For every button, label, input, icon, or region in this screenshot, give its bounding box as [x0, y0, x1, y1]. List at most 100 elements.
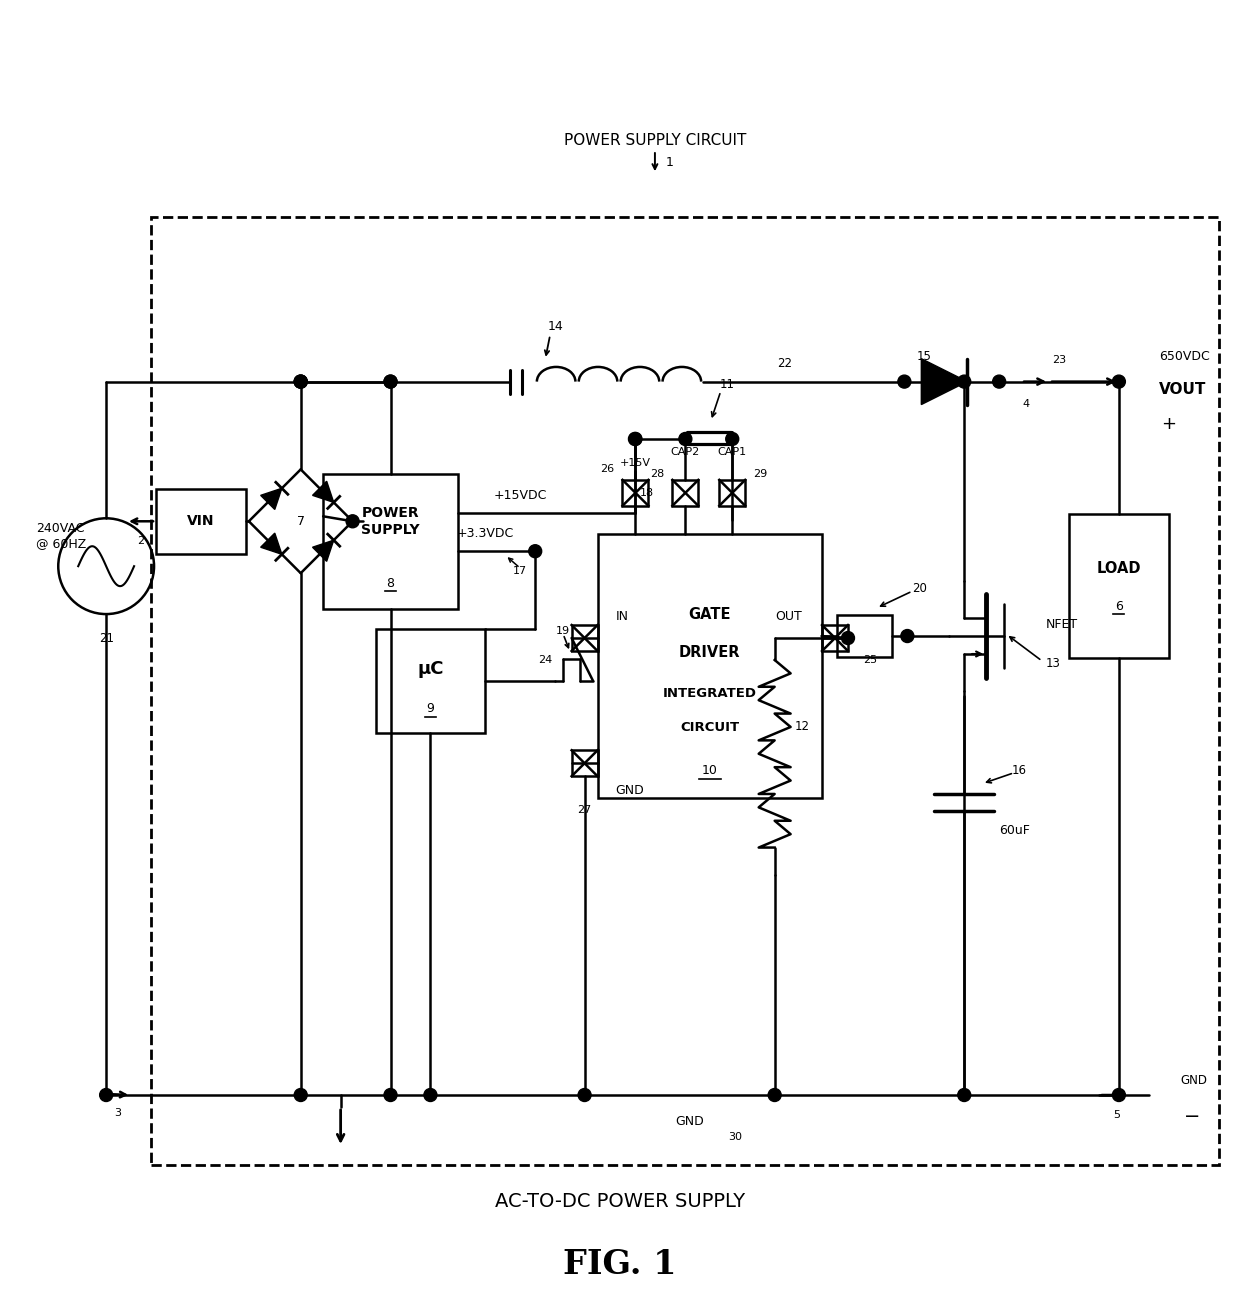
- Circle shape: [294, 375, 308, 388]
- Text: GND: GND: [676, 1115, 704, 1128]
- Circle shape: [629, 432, 642, 445]
- Text: 25: 25: [863, 654, 877, 665]
- Circle shape: [384, 375, 397, 388]
- Text: μC: μC: [417, 660, 444, 678]
- Text: 20: 20: [911, 582, 926, 595]
- Text: 26: 26: [600, 464, 615, 474]
- Bar: [837, 615, 893, 657]
- Circle shape: [294, 1089, 308, 1102]
- Text: 21: 21: [99, 631, 114, 644]
- Text: 11: 11: [719, 377, 734, 390]
- Text: POWER
SUPPLY: POWER SUPPLY: [361, 506, 420, 537]
- Text: 30: 30: [728, 1132, 742, 1142]
- Circle shape: [578, 1089, 591, 1102]
- Circle shape: [957, 1089, 971, 1102]
- Text: LOAD: LOAD: [1096, 561, 1141, 575]
- Text: 4: 4: [1023, 398, 1029, 409]
- Circle shape: [898, 375, 911, 388]
- Text: 2: 2: [138, 536, 145, 546]
- Text: CAP2: CAP2: [671, 448, 699, 457]
- Bar: [376, 628, 485, 734]
- Circle shape: [99, 1089, 113, 1102]
- Polygon shape: [312, 481, 334, 502]
- Text: +: +: [1161, 415, 1176, 432]
- Text: 13: 13: [1047, 657, 1061, 670]
- Circle shape: [1112, 375, 1126, 388]
- Circle shape: [294, 375, 308, 388]
- Text: 60uF: 60uF: [998, 824, 1029, 837]
- Circle shape: [842, 631, 854, 644]
- Text: 6: 6: [1115, 600, 1122, 613]
- Text: CIRCUIT: CIRCUIT: [681, 721, 739, 734]
- Circle shape: [993, 375, 1006, 388]
- Text: −: −: [1184, 1107, 1200, 1127]
- Text: 8: 8: [387, 576, 394, 589]
- Text: 15: 15: [916, 350, 931, 363]
- Text: 22: 22: [777, 358, 792, 371]
- Text: 5: 5: [1114, 1110, 1121, 1120]
- Text: 18: 18: [640, 488, 653, 498]
- Text: 9: 9: [427, 703, 434, 716]
- Text: VIN: VIN: [187, 514, 215, 528]
- Text: 1: 1: [666, 156, 673, 169]
- Bar: [672, 480, 698, 506]
- Text: VOUT: VOUT: [1159, 382, 1207, 397]
- Bar: [622, 480, 649, 506]
- Circle shape: [424, 1089, 436, 1102]
- Text: +15V: +15V: [620, 458, 651, 468]
- Text: 650VDC: 650VDC: [1159, 350, 1209, 363]
- Bar: [822, 624, 848, 650]
- Circle shape: [629, 432, 641, 445]
- Circle shape: [957, 375, 971, 388]
- Circle shape: [768, 1089, 781, 1102]
- Bar: [719, 480, 745, 506]
- Text: GATE: GATE: [688, 606, 732, 622]
- Polygon shape: [312, 540, 334, 561]
- Bar: [1069, 514, 1169, 658]
- Text: DRIVER: DRIVER: [680, 645, 740, 661]
- Text: +15VDC: +15VDC: [494, 489, 547, 502]
- Text: 14: 14: [547, 320, 563, 333]
- Bar: [151, 217, 1219, 1164]
- Text: 28: 28: [650, 468, 665, 479]
- Text: IN: IN: [616, 610, 629, 623]
- Text: 27: 27: [578, 805, 591, 816]
- Text: 12: 12: [795, 721, 810, 734]
- Circle shape: [384, 375, 397, 388]
- Text: 240VAC
@ 60HZ: 240VAC @ 60HZ: [36, 522, 87, 550]
- Circle shape: [725, 432, 739, 445]
- Bar: [598, 533, 822, 799]
- Circle shape: [1112, 1089, 1126, 1102]
- Text: 24: 24: [538, 654, 553, 665]
- Text: 29: 29: [753, 468, 768, 479]
- Circle shape: [294, 375, 308, 388]
- Bar: [156, 489, 246, 554]
- Circle shape: [528, 545, 542, 558]
- Bar: [572, 751, 598, 777]
- Text: +3.3VDC: +3.3VDC: [456, 527, 513, 540]
- Circle shape: [346, 515, 360, 528]
- Text: INTEGRATED: INTEGRATED: [663, 687, 756, 700]
- Text: 23: 23: [1052, 355, 1066, 364]
- Circle shape: [901, 630, 914, 643]
- Text: NFET: NFET: [1047, 618, 1078, 631]
- Text: 19: 19: [556, 626, 570, 636]
- Circle shape: [678, 432, 692, 445]
- Bar: [324, 474, 458, 609]
- Text: GND: GND: [1180, 1073, 1208, 1086]
- Text: FIG. 1: FIG. 1: [563, 1248, 677, 1281]
- Text: OUT: OUT: [776, 610, 802, 623]
- Text: CAP1: CAP1: [718, 448, 746, 457]
- Bar: [572, 624, 598, 650]
- Circle shape: [384, 1089, 397, 1102]
- Text: 17: 17: [513, 566, 527, 576]
- Polygon shape: [921, 359, 967, 405]
- Polygon shape: [260, 488, 281, 510]
- Text: GND: GND: [615, 783, 644, 796]
- Text: 3: 3: [114, 1108, 122, 1118]
- Polygon shape: [260, 533, 281, 554]
- Text: 7: 7: [296, 515, 305, 528]
- Text: 16: 16: [1012, 764, 1027, 777]
- Text: 10: 10: [702, 764, 718, 777]
- Text: POWER SUPPLY CIRCUIT: POWER SUPPLY CIRCUIT: [564, 133, 746, 147]
